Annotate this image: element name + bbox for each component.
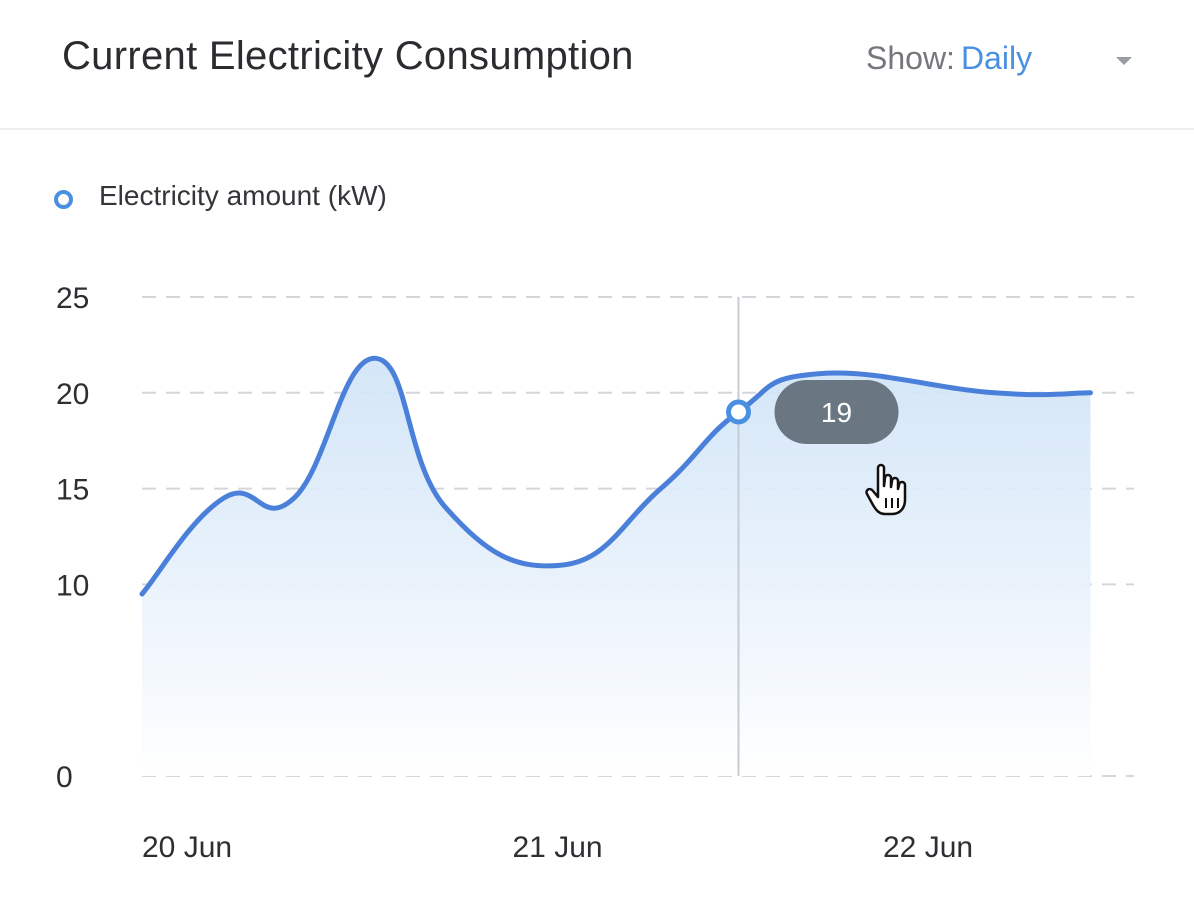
show-value: Daily: [960, 40, 1033, 76]
show-label: Show:: [866, 40, 955, 76]
legend-label: Electricity amount (kW): [99, 180, 387, 211]
legend-marker-icon: [54, 190, 73, 209]
y-tick-label: 15: [56, 474, 89, 507]
x-tick-label: 21 Jun: [513, 831, 603, 864]
y-tick-label: 0: [56, 761, 73, 794]
x-tick-label: 22 Jun: [883, 831, 973, 864]
x-tick-label: 20 Jun: [142, 831, 232, 864]
y-tick-label: 10: [56, 569, 89, 602]
y-tick-label: 25: [56, 282, 89, 315]
page-title: Current Electricity Consumption: [62, 34, 634, 78]
tooltip-value: 19: [821, 397, 852, 428]
chevron-down-icon: [1116, 57, 1132, 65]
card-header: Current Electricity Consumption Show: Dai…: [0, 0, 1194, 130]
y-axis: 0 10 15 20 25: [56, 282, 89, 794]
show-period-dropdown[interactable]: Show: Daily: [866, 40, 1146, 84]
x-axis: 20 Jun 21 Jun 22 Jun: [142, 831, 973, 864]
hand-pointer-icon: [865, 463, 907, 516]
tooltip-bubble: [774, 379, 899, 444]
tooltip: 19: [774, 379, 899, 444]
series-line: [139, 355, 1093, 597]
hover-point-marker[interactable]: [726, 399, 752, 425]
y-tick-label: 20: [56, 378, 89, 411]
series-area: [142, 358, 1091, 776]
